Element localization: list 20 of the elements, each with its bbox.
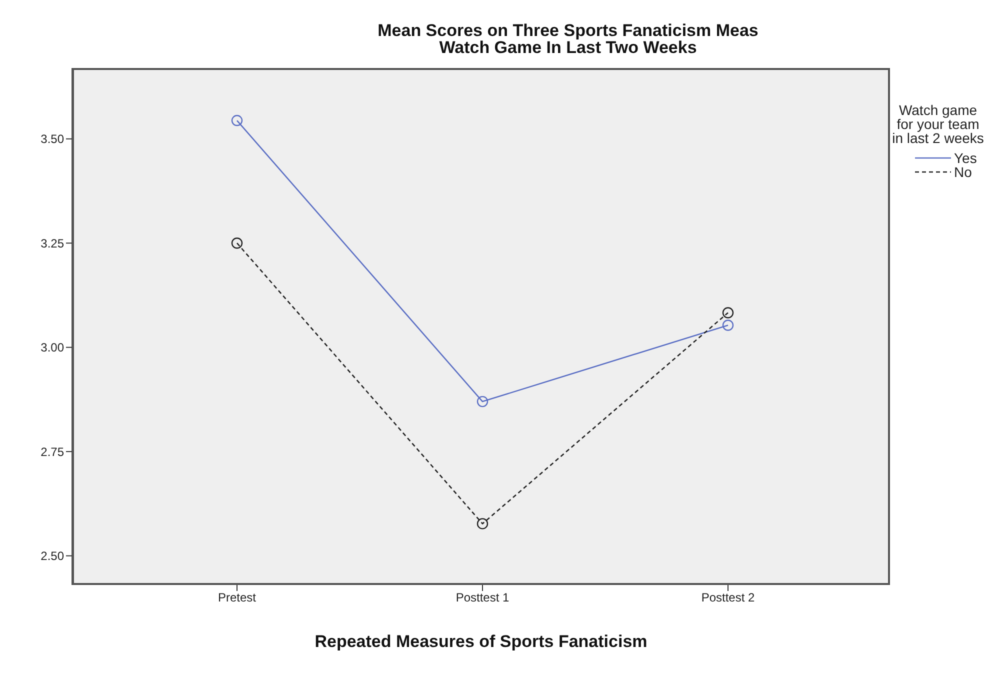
point [476,518,488,530]
y-tick-label: 3.25 [40,236,64,250]
point [231,114,243,126]
chart-title: Mean Scores on Three Sports Fanaticism Meas [376,21,760,40]
y-tick-label: 3.00 [40,340,64,355]
x-tick-label: Pretest [218,590,257,605]
y-tick-label: 3.50 [40,132,64,146]
x-axis-title: Repeated Measures of Sports Fanaticism [314,632,648,651]
legend-label: No [954,164,973,180]
point [722,307,734,318]
x-tick-label: Posttest 1 [456,590,510,605]
legend-label: Yes [954,150,978,166]
point [231,238,243,249]
chart-subtitle: Watch Game In Last Two Weeks [438,38,698,57]
y-tick-label: 2.50 [40,549,64,564]
point [476,396,488,408]
y-tick-label: 2.75 [40,444,64,459]
legend-title: Watch game for your team in last 2 weeks [892,102,984,146]
point [722,320,734,331]
x-tick-label: Posttest 2 [701,590,755,605]
